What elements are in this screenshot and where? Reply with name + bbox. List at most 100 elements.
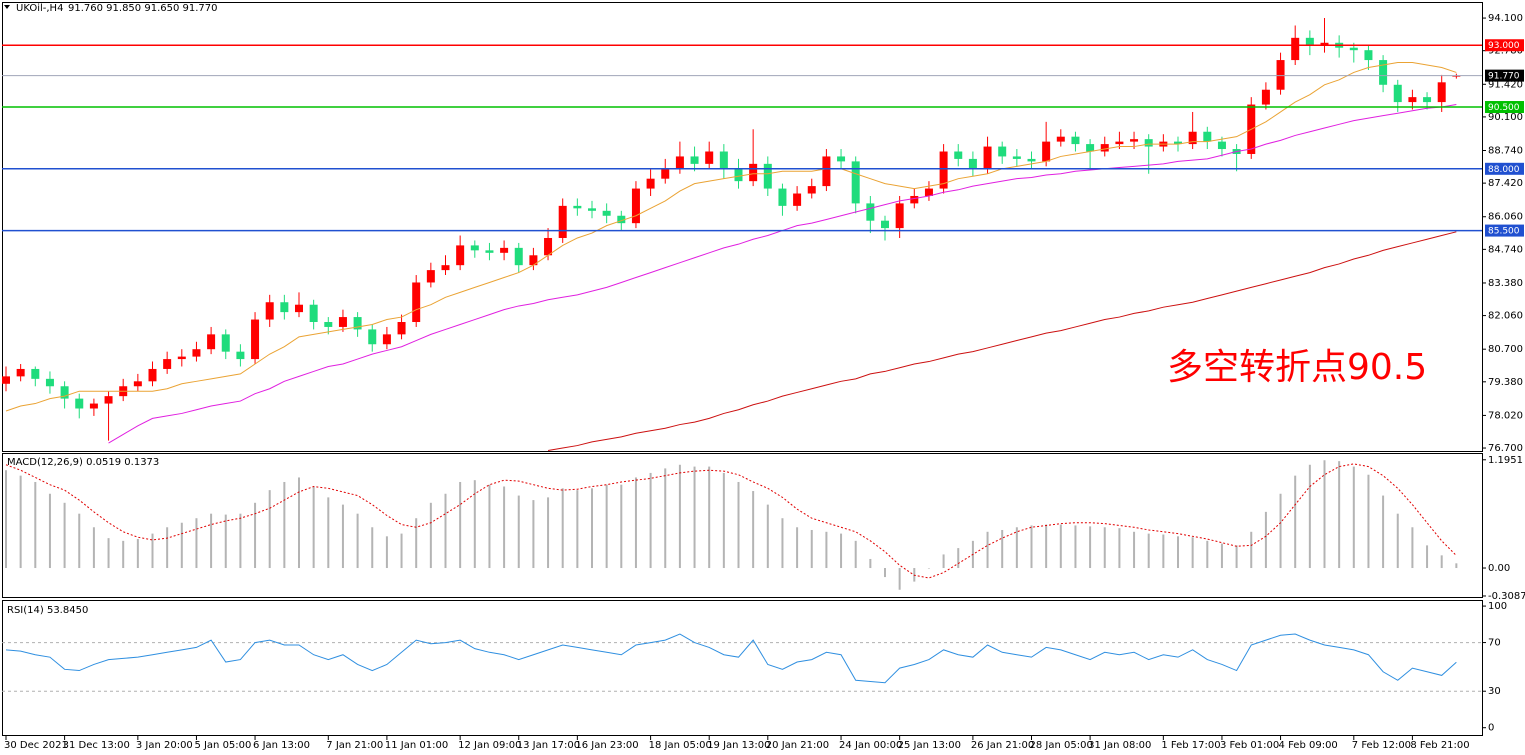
y-tick-label: 30 [1488,686,1501,697]
macd-bar [239,513,242,569]
y-tick-label: 91.420 [1488,79,1523,90]
x-tick-label: 5 Jan 05:00 [194,740,251,751]
macd-bar [459,481,462,569]
candle-body [573,205,582,209]
main-plot [2,18,1482,451]
price-level-box [1485,69,1524,82]
macd-bar [1396,513,1399,569]
candle-body [441,265,450,271]
x-tick-label: 12 Jan 09:00 [458,740,521,751]
candle-body [1349,47,1358,51]
candle-body [148,368,157,382]
candle-body [1012,156,1021,159]
price-level-label: 90.500 [1488,103,1520,113]
candle-body [851,161,860,204]
candle-body [529,255,538,266]
macd-bar [298,477,300,569]
candle-body [16,368,25,377]
candle-body [485,250,494,253]
macd-bar [1074,525,1077,569]
candle-body [514,247,523,266]
candle-body [734,168,743,182]
candle-body [1261,89,1270,105]
candle-body [588,208,596,211]
macd-bar [283,481,286,569]
candle-body [104,396,113,404]
macd-label: MACD(12,26,9) 0.0519 0.1373 [7,457,159,468]
rsi-plot [2,633,1482,692]
candle-body [631,188,640,224]
macd-bar [19,475,22,569]
macd-bar [92,527,95,569]
macd-bar [1177,536,1179,569]
macd-plot [5,460,1458,590]
y-tick-label: 94.100 [1488,13,1523,24]
candle-body [998,146,1007,157]
x-tick-label: 3 Jan 20:00 [136,740,193,751]
candle-body [397,322,406,335]
rsi-label: RSI(14) 53.8450 [7,605,88,616]
macd-bar [1411,527,1414,569]
x-tick-label: 4 Feb 09:00 [1279,740,1338,751]
candle-body [295,304,303,313]
candle-body [133,381,142,387]
menu-triangle[interactable] [4,5,10,9]
x-tick-label: 1 Feb 17:00 [1161,740,1220,751]
macd-bar [415,518,418,569]
macd-bar [429,502,432,569]
macd-bar [620,484,623,569]
x-tick-label: 7 Feb 12:00 [1352,740,1411,751]
candle-body [251,319,260,360]
price-level-label: 91.770 [1488,72,1520,82]
candle-body [1437,82,1446,103]
candle-body [280,302,289,313]
macd-bar [781,518,784,569]
candle-body [1086,144,1095,152]
macd-bar [1133,531,1136,569]
macd-bar [63,502,66,569]
candle-body [793,193,802,206]
macd-bar [576,490,579,569]
macd-bar [1279,493,1282,569]
candle-body [954,151,963,159]
x-tick-label: 7 Jan 21:00 [326,740,383,751]
candle-body [1042,141,1051,162]
macd-bar [371,527,374,569]
rsi-panel-frame [2,600,1483,736]
macd-bar [312,486,315,569]
candle-body [1100,144,1109,152]
symbol-title: UKOil-,H4 [16,3,63,14]
candle-body [309,304,318,323]
macd-bar [1089,526,1092,569]
candle-body [1130,139,1139,142]
candle-body [617,215,626,224]
macd-bar [254,502,257,569]
macd-bar [327,497,330,569]
x-tick-label: 19 Jan 13:00 [707,740,770,751]
x-tick-label: 18 Jan 05:00 [649,740,712,751]
candle-body [705,151,714,164]
macd-bar [136,539,139,569]
macd-bar [1015,527,1018,569]
macd-bar [517,495,520,569]
x-tick-label: 31 Jan 08:00 [1088,740,1151,751]
candle-body [45,378,54,387]
candle-body [690,156,699,164]
macd-bar [210,513,213,569]
macd-bar [1338,461,1341,569]
candle-body [177,356,186,360]
candle-body [1408,97,1417,103]
macd-bar [1220,543,1223,569]
y-tick-label: 78.020 [1488,410,1523,421]
macd-bar [122,540,125,569]
candle-body [1379,60,1388,85]
macd-bar [1001,529,1004,569]
macd-bar [532,500,535,569]
macd-bar [385,536,388,569]
macd-bar [634,477,637,569]
candle-body [1056,136,1065,142]
macd-bar [1118,528,1121,569]
macd-bar [78,513,81,569]
candle-body [426,270,435,283]
x-tick-label: 6 Jan 13:00 [253,740,310,751]
